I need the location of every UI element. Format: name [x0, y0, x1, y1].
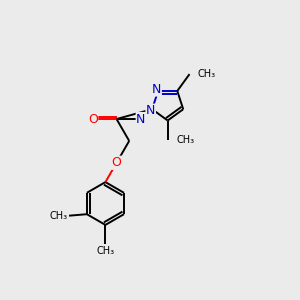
Text: N: N — [152, 83, 161, 96]
Text: O: O — [88, 112, 98, 125]
Text: CH₃: CH₃ — [198, 69, 216, 79]
Text: CH₃: CH₃ — [50, 211, 68, 221]
Text: N: N — [136, 112, 146, 125]
Text: O: O — [112, 156, 122, 169]
Text: N: N — [146, 104, 155, 117]
Text: CH₃: CH₃ — [176, 135, 194, 145]
Text: CH₃: CH₃ — [96, 246, 115, 256]
